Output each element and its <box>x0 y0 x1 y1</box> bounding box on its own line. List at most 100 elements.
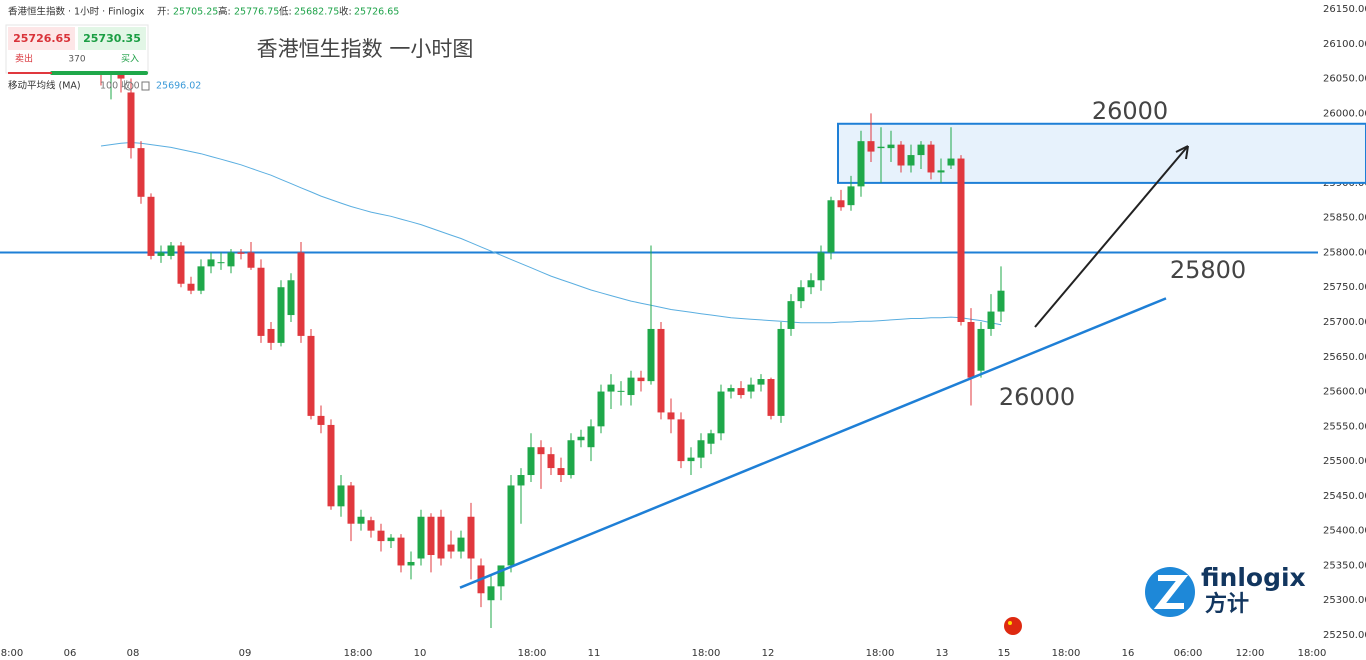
candle-body <box>617 390 625 392</box>
candle-body <box>147 196 155 256</box>
candle-body <box>657 328 665 413</box>
candle-body <box>537 447 545 455</box>
y-tick-label: 26100.00 <box>1323 39 1366 50</box>
candle-body <box>897 144 905 166</box>
candle-body <box>337 485 345 507</box>
buy-label: 买入 <box>121 54 139 65</box>
candle-body <box>637 377 645 382</box>
y-tick-label: 25650.00 <box>1323 352 1366 363</box>
candle-body <box>927 144 935 173</box>
candle-body <box>557 468 565 476</box>
candle-body <box>457 537 465 552</box>
candle-body <box>347 485 355 524</box>
candle-body <box>397 537 405 566</box>
candle-body <box>647 328 655 382</box>
candle-body <box>367 520 375 531</box>
candle-body <box>687 457 695 462</box>
x-tick-label: 06:00 <box>1174 648 1203 659</box>
y-tick-label: 25600.00 <box>1323 387 1366 398</box>
candle-body <box>277 287 285 343</box>
x-tick-label: 18:00 <box>518 648 547 659</box>
x-tick-label: 12:00 <box>1236 648 1265 659</box>
candle-body <box>297 252 305 336</box>
ohlc-label: 高: <box>218 6 231 18</box>
candle-body <box>187 283 195 291</box>
candle-body <box>707 433 715 444</box>
candle-body <box>447 544 455 552</box>
candle-body <box>507 485 515 566</box>
candle-body <box>137 148 145 197</box>
y-tick-label: 26000.00 <box>1323 108 1366 119</box>
candle-body <box>257 267 265 336</box>
ohlc-label: 开: <box>157 7 170 18</box>
logo-z <box>1153 575 1189 609</box>
candle-body <box>267 328 275 343</box>
candle-body <box>207 259 215 267</box>
ohlc-label: 低: <box>279 6 292 18</box>
logo-subtitle: 方计 <box>1205 591 1249 617</box>
candle-body <box>377 530 385 542</box>
candle-body <box>567 440 575 476</box>
x-tick-label: 15 <box>998 648 1011 659</box>
candle-body <box>517 475 525 486</box>
candle-body <box>997 290 1005 312</box>
x-tick-label: 16 <box>1122 648 1135 659</box>
y-tick-label: 25450.00 <box>1323 491 1366 502</box>
trendline <box>459 297 1167 589</box>
candle-body <box>527 447 535 476</box>
copy-icon[interactable] <box>141 81 150 91</box>
y-tick-label: 26150.00 <box>1323 4 1366 15</box>
candle-body <box>607 384 615 392</box>
sell-price: 25726.65 <box>13 32 71 45</box>
settings-icon[interactable] <box>124 81 134 91</box>
candle-body <box>877 146 885 149</box>
candle-body <box>987 311 995 329</box>
candle-body <box>387 537 395 542</box>
candle-body <box>717 391 725 434</box>
y-tick-label: 25550.00 <box>1323 421 1366 432</box>
candle-body <box>417 516 425 559</box>
candle-body <box>547 454 555 469</box>
candle-body <box>697 440 705 458</box>
candle-body <box>627 377 635 396</box>
y-tick-label: 26050.00 <box>1323 74 1366 85</box>
plot-area: 25250.00 25300.00 25350.00 25400.00 25450.00… <box>0 4 1366 659</box>
indicator-params: 100 收 0 <box>100 80 140 92</box>
candle-body <box>217 262 225 264</box>
candle-body <box>727 388 735 392</box>
buy-button[interactable] <box>78 27 146 50</box>
candle-body <box>307 335 315 416</box>
candle-body <box>967 322 975 378</box>
y-tick-label: 25250.00 <box>1323 630 1366 641</box>
candle-body <box>177 245 185 284</box>
y-tick-label: 25800.00 <box>1323 247 1366 258</box>
ohlc-value: 25682.75 <box>294 7 339 18</box>
y-tick-label: 25400.00 <box>1323 526 1366 537</box>
x-tick-label: 8:00 <box>1 648 23 659</box>
arrow-line <box>1034 145 1189 328</box>
candle-body <box>837 200 845 208</box>
y-tick-label: 25350.00 <box>1323 560 1366 571</box>
candle-body <box>677 419 685 462</box>
sell-label: 卖出 <box>15 53 33 65</box>
x-tick-label: 10 <box>414 648 427 659</box>
candle-body <box>917 144 925 156</box>
annotation: 26000 <box>1092 97 1168 125</box>
flag-icon[interactable] <box>1004 617 1022 635</box>
candle-body <box>317 415 325 425</box>
resistance-zone <box>837 122 1366 184</box>
candle-body <box>577 436 585 441</box>
candle-body <box>197 266 205 291</box>
x-tick-label: 11 <box>588 648 601 659</box>
annotation: 25800 <box>1170 256 1246 284</box>
candle-body <box>597 391 605 427</box>
spread: 370 <box>68 55 85 65</box>
ohlc-value: 25776.75 <box>234 7 279 18</box>
candle-body <box>667 412 675 420</box>
sell-button[interactable] <box>8 27 75 50</box>
candle-body <box>807 280 815 288</box>
candle-body <box>737 388 745 396</box>
x-tick-label: 18:00 <box>1298 648 1327 659</box>
